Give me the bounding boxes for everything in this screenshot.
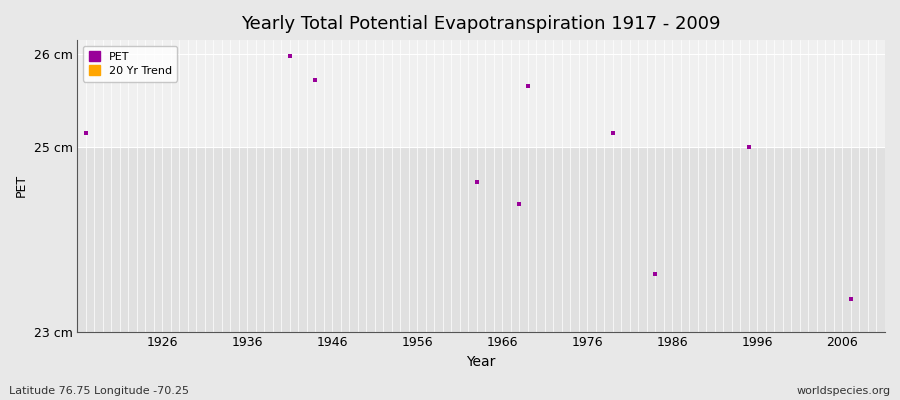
Point <box>742 143 756 150</box>
X-axis label: Year: Year <box>466 355 496 369</box>
Point <box>283 53 297 59</box>
Point <box>512 201 526 207</box>
Title: Yearly Total Potential Evapotranspiration 1917 - 2009: Yearly Total Potential Evapotranspiratio… <box>241 15 721 33</box>
Point <box>606 130 620 136</box>
Bar <box>77 40 885 146</box>
Bar <box>77 146 885 332</box>
Point <box>78 130 93 136</box>
Text: Latitude 76.75 Longitude -70.25: Latitude 76.75 Longitude -70.25 <box>9 386 189 396</box>
Point <box>308 77 322 83</box>
Point <box>521 83 535 90</box>
Text: worldspecies.org: worldspecies.org <box>796 386 891 396</box>
Legend: PET, 20 Yr Trend: PET, 20 Yr Trend <box>83 46 177 82</box>
Point <box>648 271 662 278</box>
Point <box>470 178 484 185</box>
Point <box>844 296 859 302</box>
Y-axis label: PET: PET <box>15 174 28 198</box>
